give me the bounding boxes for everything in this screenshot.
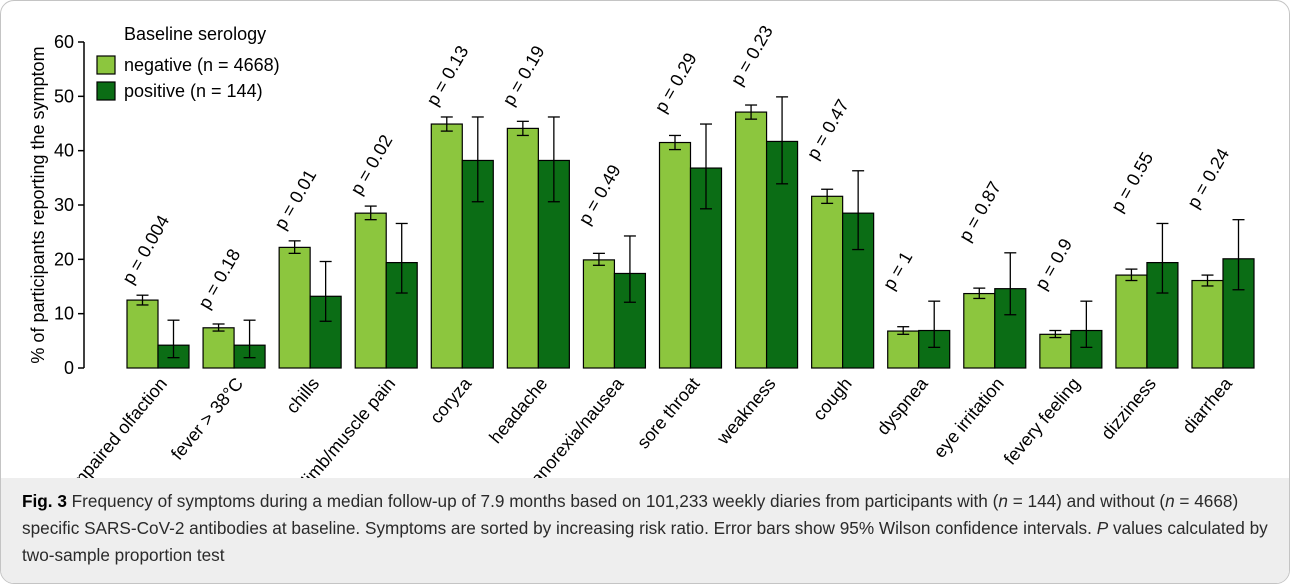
p-value-label: p = 1 (879, 248, 917, 293)
y-tick-label: 50 (54, 86, 74, 106)
caption-segment: P (1096, 518, 1109, 538)
bar-negative (430, 123, 463, 369)
p-value-label: p = 0.23 (727, 22, 777, 89)
x-tick-label: fevery feeling (1000, 374, 1084, 469)
p-value-label: p = 0.19 (499, 42, 549, 109)
y-tick-label: 40 (54, 141, 74, 161)
x-tick-label: sore throat (633, 374, 704, 453)
bar-chart: 0 10 20 30 40 50 60 % of participants reporting… (28, 22, 1255, 480)
x-tick-label: cough (809, 374, 856, 424)
caption-box (1, 478, 1289, 583)
bar-negative (734, 111, 768, 369)
caption-text: Frequency of symptoms during a median fo… (22, 491, 1268, 565)
p-value-label: p = 0.18 (194, 245, 244, 312)
p-value-label: p = 0.24 (1183, 145, 1233, 212)
caption-segment: Frequency of symptoms during a median fo… (66, 491, 999, 511)
p-value-label: p = 0.13 (422, 42, 472, 109)
caption-segment: n (1165, 491, 1175, 511)
legend-label: negative (n = 4668) (124, 55, 280, 75)
x-tick-label: dizziness (1097, 374, 1160, 444)
bar-negative (811, 195, 844, 369)
x-tick-label: impaired olfaction (65, 374, 171, 480)
legend-label: positive (n = 144) (124, 81, 263, 101)
y-tick-label: 30 (54, 195, 74, 215)
bar-negative (658, 141, 692, 369)
bar-negative (1191, 279, 1224, 369)
x-tick-label: fever > 38°C (167, 374, 247, 464)
caption-segment: values calculated by two-sample proporti… (22, 518, 1268, 565)
bar-negative (1039, 333, 1072, 369)
x-tick-label: weakness (712, 374, 779, 449)
p-value-label: p = 0.29 (651, 49, 701, 116)
x-tick-label: dyspnea (873, 373, 933, 439)
x-tick-label: chills (282, 374, 323, 418)
legend-title: Baseline serology (124, 24, 266, 44)
legend-swatch (96, 81, 116, 101)
p-value-label: p = 0.01 (270, 166, 320, 233)
p-value-label: p = 0.49 (575, 161, 625, 228)
p-value-label: p = 0.9 (1031, 235, 1076, 293)
bar-negative (887, 330, 920, 369)
bar-negative (582, 259, 616, 369)
bar-negative (202, 327, 235, 369)
bar-negative (506, 127, 539, 369)
p-value-label: p = 0.004 (118, 212, 173, 287)
figure-caption: Fig. 3 Frequency of symptoms during a me… (22, 488, 1272, 569)
bar-negative (1115, 274, 1148, 369)
y-tick-label: 20 (54, 249, 74, 269)
x-tick-label: coryza (426, 373, 476, 427)
figure-label: Fig. 3 (22, 491, 67, 511)
p-value-label: p = 0.47 (803, 96, 853, 163)
bar-negative (354, 212, 387, 369)
bar-negative (963, 292, 996, 369)
y-axis-label: % of participants reporting the symptom (28, 46, 48, 363)
bar-negative (278, 246, 311, 369)
p-value-label: p = 0.55 (1107, 149, 1157, 216)
y-tick-label: 10 (54, 304, 74, 324)
caption-segment: n (998, 491, 1008, 511)
caption-segment: = 4668) specific SARS-CoV-2 antibodies a… (22, 491, 1239, 538)
caption-segment: = 144) and without ( (1007, 491, 1166, 511)
x-tick-label: eye irritation (930, 374, 1008, 462)
p-value-label: p = 0.02 (346, 131, 396, 198)
y-tick-label: 0 (64, 358, 74, 378)
x-tick-label: headache (485, 374, 551, 447)
x-tick-label: diarrhea (1178, 373, 1236, 437)
legend-swatch (96, 55, 116, 75)
bar-negative (126, 299, 159, 369)
p-value-label: p = 0.87 (955, 178, 1005, 245)
y-tick-label: 60 (54, 32, 74, 52)
